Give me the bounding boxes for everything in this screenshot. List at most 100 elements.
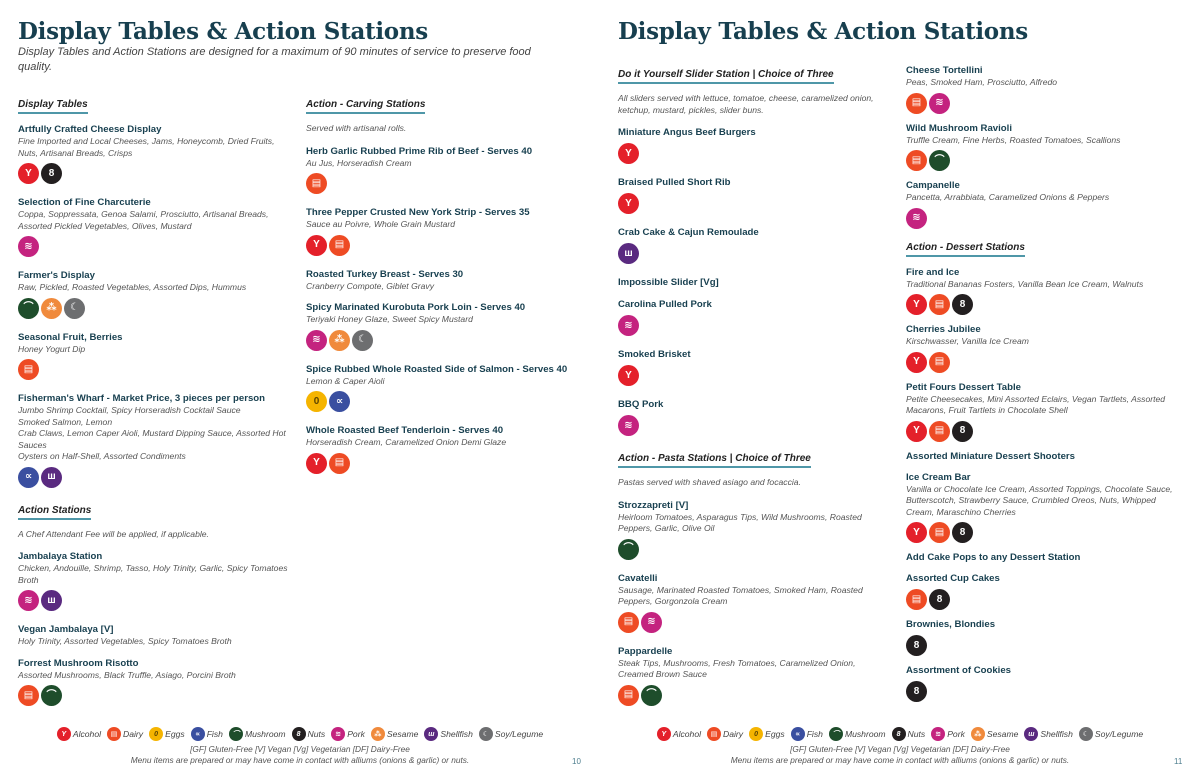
item-name: Crab Cake & Cajun Remoulade [618,227,759,238]
allergen-icons: Y ▤ 8 [906,522,1181,543]
menu-item: Fisherman's Wharf - Market Price, 3 piec… [18,392,293,488]
dairy-icon: ▤ [329,452,350,474]
legend-label: Fish [806,729,823,739]
dairy-icon: ▤ [906,150,927,171]
egg-icon: 0 [749,727,764,741]
alcohol-icon: Y [906,294,927,315]
legend-label: Alcohol [672,729,702,739]
shellfish-icon: ш [424,727,439,741]
menu-item: Artfully Crafted Cheese Display Fine Impo… [18,123,293,184]
item-description: Sauce au Poivre, Whole Grain Mustard [306,219,456,229]
dairy-icon: ▤ [929,294,950,315]
item-description: Petite Cheesecakes, Mini Assorted Eclair… [906,393,1166,416]
nuts-icon: 8 [891,727,906,741]
legend-label: Shellfish [440,729,473,739]
soy-icon: ☾ [1078,727,1093,741]
mushroom-icon: ⌒ [641,684,662,706]
legend-item-pork: ≋ Pork [931,727,965,741]
menu-item: Roasted Turkey Breast - Serves 30 Cranber… [306,268,581,293]
legend-label: Mushroom [844,729,886,739]
item-name: Wild Mushroom Ravioli [906,122,1012,134]
item-name: Strozzapreti [V] [618,499,689,511]
allergen-icons: ≋ [618,415,893,436]
menu-item: Farmer's Display Raw, Pickled, Roasted Ve… [18,269,293,319]
menu-column: Display Tables Artfully Crafted Cheese Di… [18,94,293,718]
legend-item-shellfish: ш Shellfish [424,727,473,741]
item-description: Cranberry Compote, Giblet Gravy [306,280,434,291]
item-name: Impossible Slider [Vg] [618,277,719,288]
egg-icon: 0 [149,727,164,741]
menu-section: Action - Carving Stations Served with art… [306,94,581,474]
page-title: Display Tables & Action Stations [618,18,1028,45]
legend-item-nuts: 8 Nuts [891,727,925,741]
dairy-icon: ▤ [329,234,350,256]
section-heading: Action - Pasta Stations | Choice of Thre… [618,453,811,468]
diet-key: [GF] Gluten-Free [V] Vegan [Vg] Vegetari… [190,744,410,754]
legend-item-fish: ∝ Fish [790,727,823,741]
item-name: Brownies, Blondies [906,619,996,630]
legend-item-soy: ☾ Soy/Legume [478,727,543,741]
alcohol-icon: Y [656,727,671,741]
legend-label: Alcohol [72,729,102,739]
item-name: Carolina Pulled Pork [618,299,712,310]
pork-icon: ≋ [618,415,639,436]
pork-icon: ≋ [618,315,639,336]
legend-label: Mushroom [244,729,286,739]
section-note: A Chef Attendant Fee will be applied, if… [18,528,209,539]
legend-item-alcohol: Y Alcohol [656,727,702,741]
item-name: Assorted Miniature Dessert Shooters [906,450,1076,462]
nuts-icon: 8 [41,163,62,184]
menu-item: Strozzapreti [V] Heirloom Tomatoes, Aspar… [618,499,893,560]
allergen-icons: ≋ ⁂ ☾ [306,329,581,351]
item-description: Fine Imported and Local Cheeses, Jams, H… [18,136,275,158]
nuts-icon: 8 [929,589,950,610]
item-description: Au Jus, Horseradish Cream [306,157,412,168]
menu-item: Cherries Jubilee Kirschwasser, Vanilla Ic… [906,323,1181,373]
allergen-icons: Y ▤ [906,351,1181,373]
egg-icon: 0 [306,391,327,412]
sesame-icon: ⁂ [370,727,385,741]
allergen-icons: ≋ [18,236,293,257]
pork-icon: ≋ [931,727,946,741]
menu-item: Vegan Jambalaya [V] Holy Trinity, Assorte… [18,623,293,648]
legend-label: Eggs [765,729,785,739]
legend-label: Fish [206,729,223,739]
dairy-icon: ▤ [929,351,950,373]
sesame-icon: ⁂ [970,727,985,741]
legend-item-soy: ☾ Soy/Legume [1078,727,1143,741]
section-heading: Action - Carving Stations [306,99,426,114]
item-description: Vanilla or Chocolate Ice Cream, Assorted… [906,483,1173,517]
item-name: Spice Rubbed Whole Roasted Side of Salmo… [306,363,568,375]
alcohol-icon: Y [56,727,71,741]
pork-icon: ≋ [331,727,346,741]
allergen-icons: Y [618,365,893,386]
allergen-icons: ∝ ш [18,466,293,488]
pork-icon: ≋ [906,207,927,229]
pork-icon: ≋ [18,236,39,257]
section-heading: Action - Dessert Stations [906,242,1025,257]
item-name: Three Pepper Crusted New York Strip - Se… [306,207,530,218]
dairy-icon: ▤ [618,684,639,706]
fish-icon: ∝ [329,391,350,412]
item-name: Fisherman's Wharf - Market Price, 3 piec… [18,393,266,404]
item-name: BBQ Pork [618,399,664,410]
sesame-icon: ⁂ [329,329,350,351]
menu-section: Action - Pasta Stations | Choice of Thre… [618,448,893,706]
allergen-icons: ▤ ⌒ [906,150,1181,171]
menu-item: Spicy Marinated Kurobuta Pork Loin - Ser… [306,301,581,351]
mushroom-icon: ⌒ [18,297,39,319]
menu-item: Pappardelle Steak Tips, Mushrooms, Fresh … [618,645,893,706]
allergen-legend: Y Alcohol ▤ Dairy 0 Eggs ∝ Fish ⌒ Mushroom 8 Nuts ≋ P… [600,727,1200,741]
allium-note: Menu items are prepared or may have come… [730,755,1070,765]
page-number: 10 [572,757,581,766]
menu-item: Jambalaya Station Chicken, Andouille, Shr… [18,550,293,611]
pork-icon: ≋ [641,611,662,633]
menu-item: Crab Cake & Cajun Remoulade ш [618,226,893,264]
allergen-icons: 8 [906,681,1181,702]
alcohol-icon: Y [906,522,927,543]
mushroom-icon: ⌒ [828,727,843,741]
item-description: Truffle Cream, Fine Herbs, Roasted Tomat… [906,134,1121,145]
nuts-icon: 8 [291,727,306,741]
menu-item: Braised Pulled Short Rib Y [618,176,893,214]
allergen-icons: ▤ ⌒ [618,684,893,706]
